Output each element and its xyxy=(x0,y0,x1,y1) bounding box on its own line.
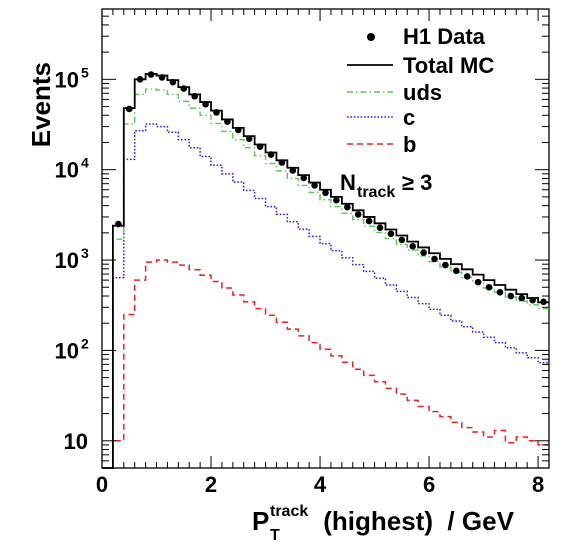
data-point xyxy=(409,243,417,250)
data-point xyxy=(387,230,395,238)
data-point xyxy=(125,105,133,113)
y-axis-label: Events xyxy=(26,62,56,147)
data-point xyxy=(191,92,198,100)
data-point xyxy=(431,255,438,263)
y-tick-label: 10 xyxy=(55,338,79,363)
x-axis-title: P T track (highest) / GeV xyxy=(252,503,515,544)
y-tick-exponent: 4 xyxy=(81,155,89,171)
annotation-subscript: track xyxy=(357,184,395,201)
data-point xyxy=(267,151,275,158)
x-axis-label-main: P xyxy=(252,506,269,536)
legend-item: uds xyxy=(347,80,442,105)
plot-frame xyxy=(101,8,550,469)
data-point xyxy=(169,78,177,86)
data-point xyxy=(463,273,471,280)
y-tick-exponent: 2 xyxy=(81,335,89,351)
data-point xyxy=(224,118,231,125)
legend-label: b xyxy=(403,132,416,157)
annotation-base: N xyxy=(340,170,356,195)
series-total-mc xyxy=(102,72,549,469)
data-point xyxy=(365,217,373,225)
data-point xyxy=(213,109,220,116)
data-point xyxy=(344,203,351,211)
data-point xyxy=(158,74,166,81)
x-tick-label: 0 xyxy=(96,472,108,497)
data-point xyxy=(518,294,526,302)
data-point xyxy=(245,135,253,143)
data-point xyxy=(376,224,384,232)
series-layer xyxy=(102,72,549,469)
data-point xyxy=(311,182,318,189)
series-b xyxy=(102,259,549,469)
legend-item: b xyxy=(347,132,416,157)
data-point xyxy=(234,126,242,134)
y-axis-title: Events xyxy=(26,62,56,147)
data-point xyxy=(485,283,493,291)
data-point xyxy=(115,220,122,228)
legend-item: H1 Data xyxy=(367,24,486,49)
x-tick-label: 6 xyxy=(423,472,435,497)
x-axis-label-subscript: T xyxy=(270,527,280,544)
data-point xyxy=(398,236,406,244)
series-c xyxy=(102,123,549,469)
data-point xyxy=(333,196,340,204)
legend-marker xyxy=(367,33,375,41)
legend-item: Total MC xyxy=(347,53,494,78)
y-tick-label: 10 xyxy=(55,158,79,183)
ntrack-annotation: N track ≥ 3 xyxy=(340,170,432,201)
data-point xyxy=(354,211,362,218)
data-point xyxy=(420,249,427,256)
x-tick-label: 8 xyxy=(532,472,544,497)
data-point xyxy=(540,298,547,306)
data-point xyxy=(180,85,188,92)
legend-label: c xyxy=(403,105,415,130)
x-axis-ticks: 0 2 4 6 8 xyxy=(96,9,544,497)
y-tick-label: 10 xyxy=(55,248,79,273)
legend-item: c xyxy=(347,105,415,130)
data-point xyxy=(202,100,209,108)
x-axis-label-rest: (highest) / GeV xyxy=(316,506,515,536)
data-point xyxy=(496,288,504,296)
y-tick-exponent: 3 xyxy=(81,245,89,261)
data-point xyxy=(442,261,449,269)
y-tick-label: 10 xyxy=(55,67,79,92)
data-point xyxy=(289,167,297,174)
x-axis-label-superscript: track xyxy=(270,503,308,520)
legend-label: uds xyxy=(403,80,442,105)
data-point xyxy=(147,71,155,78)
data-point xyxy=(278,159,286,166)
y-tick-exponent: 5 xyxy=(81,64,89,80)
data-point xyxy=(300,174,308,182)
data-point xyxy=(474,278,482,286)
x-tick-label: 4 xyxy=(314,472,327,497)
data-point xyxy=(136,76,144,83)
y-tick-label: 10 xyxy=(64,429,88,454)
data-point xyxy=(507,292,515,300)
legend-label: Total MC xyxy=(403,53,494,78)
data-point xyxy=(256,143,264,150)
data-points xyxy=(115,71,547,306)
annotation-rest: ≥ 3 xyxy=(402,170,432,195)
x-tick-label: 2 xyxy=(205,472,217,497)
series-uds xyxy=(102,88,549,469)
data-point xyxy=(529,296,536,304)
data-point xyxy=(453,267,460,275)
data-point xyxy=(322,189,329,197)
legend-label: H1 Data xyxy=(403,24,486,49)
